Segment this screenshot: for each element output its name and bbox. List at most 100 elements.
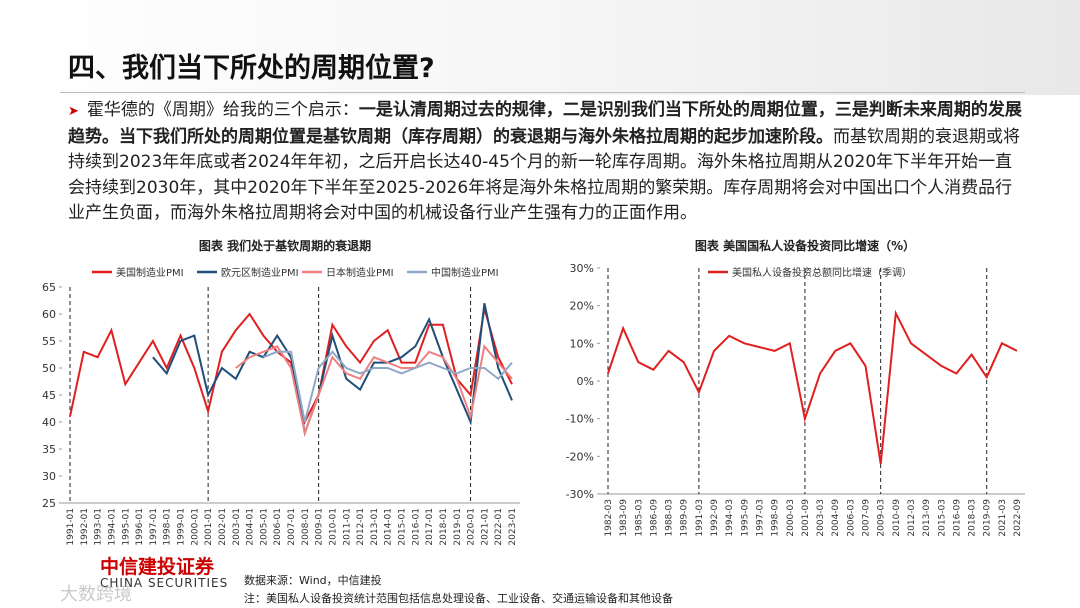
- x-tick-label: 1983-09: [619, 499, 629, 537]
- x-tick-label: 2019-01: [453, 508, 463, 546]
- x-tick-label: 1991-03: [695, 499, 705, 537]
- x-tick-label: 2013-01: [370, 508, 380, 546]
- x-tick-label: 2012-03: [907, 499, 917, 537]
- x-tick-label: 1993-01: [94, 508, 104, 546]
- divider: [60, 92, 1025, 93]
- x-tick-label: 1994-03: [725, 499, 735, 537]
- x-tick-label: 2015-01: [398, 508, 408, 546]
- x-tick-label: 1997-01: [149, 508, 159, 546]
- series-line: [607, 309, 1018, 465]
- y-tick-label: 60: [42, 308, 56, 321]
- x-tick-label: 1999-01: [177, 508, 187, 546]
- x-tick-label: 1991-01: [66, 508, 76, 546]
- bullet: ➤: [68, 104, 79, 119]
- x-tick-label: 2010-09: [892, 499, 902, 537]
- note: 注：美国私人设备投资统计范围包括信息处理设备、工业设备、交通运输设备和其他设备: [244, 592, 673, 605]
- x-tick-label: 1995-09: [740, 499, 750, 537]
- x-tick-label: 2018-03: [968, 499, 978, 537]
- x-tick-label: 2018-01: [439, 508, 449, 546]
- logo-en: CHINA SECURITIES: [100, 576, 229, 590]
- chart-title: 图表 我们处于基钦周期的衰退期: [199, 238, 371, 253]
- x-tick-label: 1996-01: [135, 508, 145, 546]
- x-tick-label: 2005-01: [259, 508, 269, 546]
- x-tick-label: 2022-09: [1013, 499, 1023, 537]
- x-tick-label: 2020-01: [467, 508, 477, 546]
- y-tick-label: 40: [42, 416, 56, 429]
- y-tick-label: 55: [42, 335, 56, 348]
- x-tick-label: 2000-03: [786, 499, 796, 537]
- x-tick-label: 1986-09: [649, 499, 659, 537]
- x-tick-label: 1982-03: [604, 499, 614, 537]
- source: 数据来源：Wind，中信建投: [244, 574, 382, 587]
- series-line: [263, 350, 513, 423]
- x-tick-label: 1985-03: [634, 499, 644, 537]
- x-tick-label: 2006-01: [273, 508, 283, 546]
- x-tick-label: 2009-03: [877, 499, 887, 537]
- body-text: ➤ 霍华德的《周期》给我的三个启示：一是认清周期过去的规律，二是识别我们当下所处的…: [68, 98, 1028, 227]
- x-tick-label: 2022-01: [494, 508, 504, 546]
- y-tick-label: 30: [42, 470, 56, 483]
- x-tick-label: 2008-01: [301, 508, 311, 546]
- legend-label: 美国私人设备投资总额同比增速（季调）: [732, 266, 912, 279]
- series-line: [235, 344, 513, 437]
- chart-title: 图表 美国国私人设备投资同比增速（%）: [695, 238, 915, 253]
- x-tick-label: 1994-01: [107, 508, 117, 546]
- header-band: [0, 0, 1080, 95]
- x-tick-label: 2004-09: [831, 499, 841, 537]
- x-tick-label: 2016-09: [952, 499, 962, 537]
- x-tick-label: 2021-01: [480, 508, 490, 546]
- slide-title: 四、我们当下所处的周期位置?: [68, 53, 435, 84]
- x-tick-label: 2007-09: [862, 499, 872, 537]
- x-tick-label: 2019-09: [983, 499, 993, 537]
- y-tick-label: 35: [42, 443, 56, 456]
- legend-label: 美国制造业PMI: [116, 266, 184, 279]
- x-tick-label: 2012-01: [356, 508, 366, 546]
- x-tick-label: 1992-01: [80, 508, 90, 546]
- x-tick-label: 2001-09: [801, 499, 811, 537]
- watermark: 大数跨境: [60, 584, 132, 605]
- x-tick-label: 2003-03: [816, 499, 826, 537]
- y-tick-label: 65: [42, 281, 56, 294]
- x-tick-label: 1988-03: [665, 499, 675, 537]
- x-tick-label: 2004-01: [246, 508, 256, 546]
- y-tick-label: 20%: [570, 300, 594, 313]
- x-tick-label: 2000-01: [190, 508, 200, 546]
- text: 而基钦周期的衰退期或将持续到2023年年底或者2024年年初，之后开启长达40-…: [68, 126, 1020, 224]
- logo: 中信建投证券: [100, 556, 215, 578]
- y-tick-label: 10%: [570, 337, 594, 350]
- x-tick-label: 2007-01: [287, 508, 297, 546]
- y-tick-label: -30%: [566, 488, 594, 501]
- legend-label: 中国制造业PMI: [431, 266, 499, 279]
- x-tick-label: 2014-01: [384, 508, 394, 546]
- y-tick-label: 25: [42, 497, 56, 510]
- y-tick-label: -10%: [566, 413, 594, 426]
- y-tick-label: 45: [42, 389, 56, 402]
- x-tick-label: 2006-03: [846, 499, 856, 537]
- x-tick-label: 1998-01: [163, 508, 173, 546]
- x-tick-label: 2023-01: [508, 508, 518, 546]
- x-tick-label: 2010-01: [328, 508, 338, 546]
- x-tick-label: 2013-09: [922, 499, 932, 537]
- y-tick-label: 0%: [577, 375, 594, 388]
- series-line: [152, 302, 513, 437]
- legend-label: 日本制造业PMI: [326, 266, 394, 279]
- lead: 霍华德的《周期》给我的三个启示：: [86, 100, 359, 120]
- x-tick-label: 2001-01: [204, 508, 214, 546]
- x-tick-label: 2016-01: [411, 508, 421, 546]
- x-tick-label: 1989-09: [680, 499, 690, 537]
- x-tick-label: 1997-03: [755, 499, 765, 537]
- x-tick-label: 1998-09: [771, 499, 781, 537]
- legend-label: 欧元区制造业PMI: [221, 266, 299, 279]
- y-tick-label: 30%: [570, 262, 594, 275]
- x-tick-label: 2011-01: [342, 508, 352, 546]
- x-tick-label: 2017-01: [425, 508, 435, 546]
- x-tick-label: 2009-01: [315, 508, 325, 546]
- x-tick-label: 1992-09: [710, 499, 720, 537]
- bold-text: 一是认清周期过去的规律，二是识别我们当下所处的周期位置，三是判断未来周期的发展趋…: [68, 100, 1022, 147]
- x-tick-label: 2002-01: [218, 508, 228, 546]
- x-tick-label: 2015-03: [937, 499, 947, 537]
- x-tick-label: 1995-01: [121, 508, 131, 546]
- x-tick-label: 2003-01: [232, 508, 242, 546]
